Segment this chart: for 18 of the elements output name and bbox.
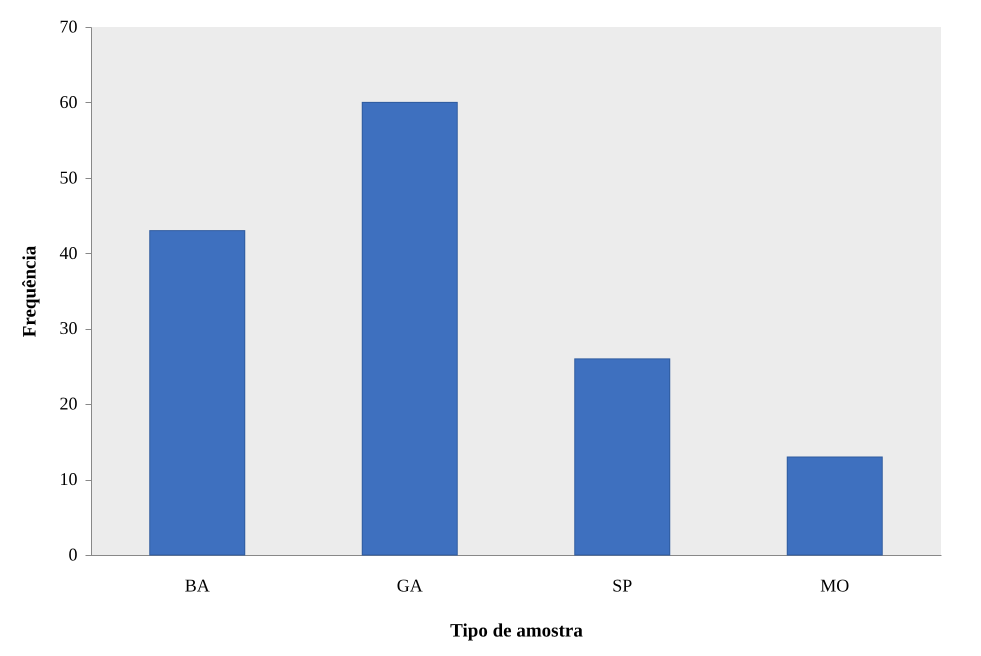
bar [149, 230, 246, 556]
y-tick-label: 70 [60, 16, 78, 36]
y-tick-label: 50 [60, 167, 78, 188]
bar [362, 102, 458, 556]
x-tick-label: SP [612, 576, 632, 596]
x-axis-title: Tipo de amostra [450, 620, 584, 642]
x-tick-label: GA [396, 576, 423, 596]
y-tick-label: 60 [60, 92, 78, 112]
bar [786, 456, 883, 556]
y-tick-label: 40 [60, 242, 78, 263]
y-axis-title: Frequência [20, 245, 40, 338]
y-tick-label: 0 [68, 544, 78, 564]
x-tick-label: BA [184, 576, 210, 596]
bar [574, 358, 670, 556]
x-tick-label: MO [820, 576, 850, 596]
y-tick-label: 30 [60, 318, 78, 338]
y-tick-label: 20 [60, 394, 78, 414]
y-tick-label: 10 [60, 469, 78, 490]
